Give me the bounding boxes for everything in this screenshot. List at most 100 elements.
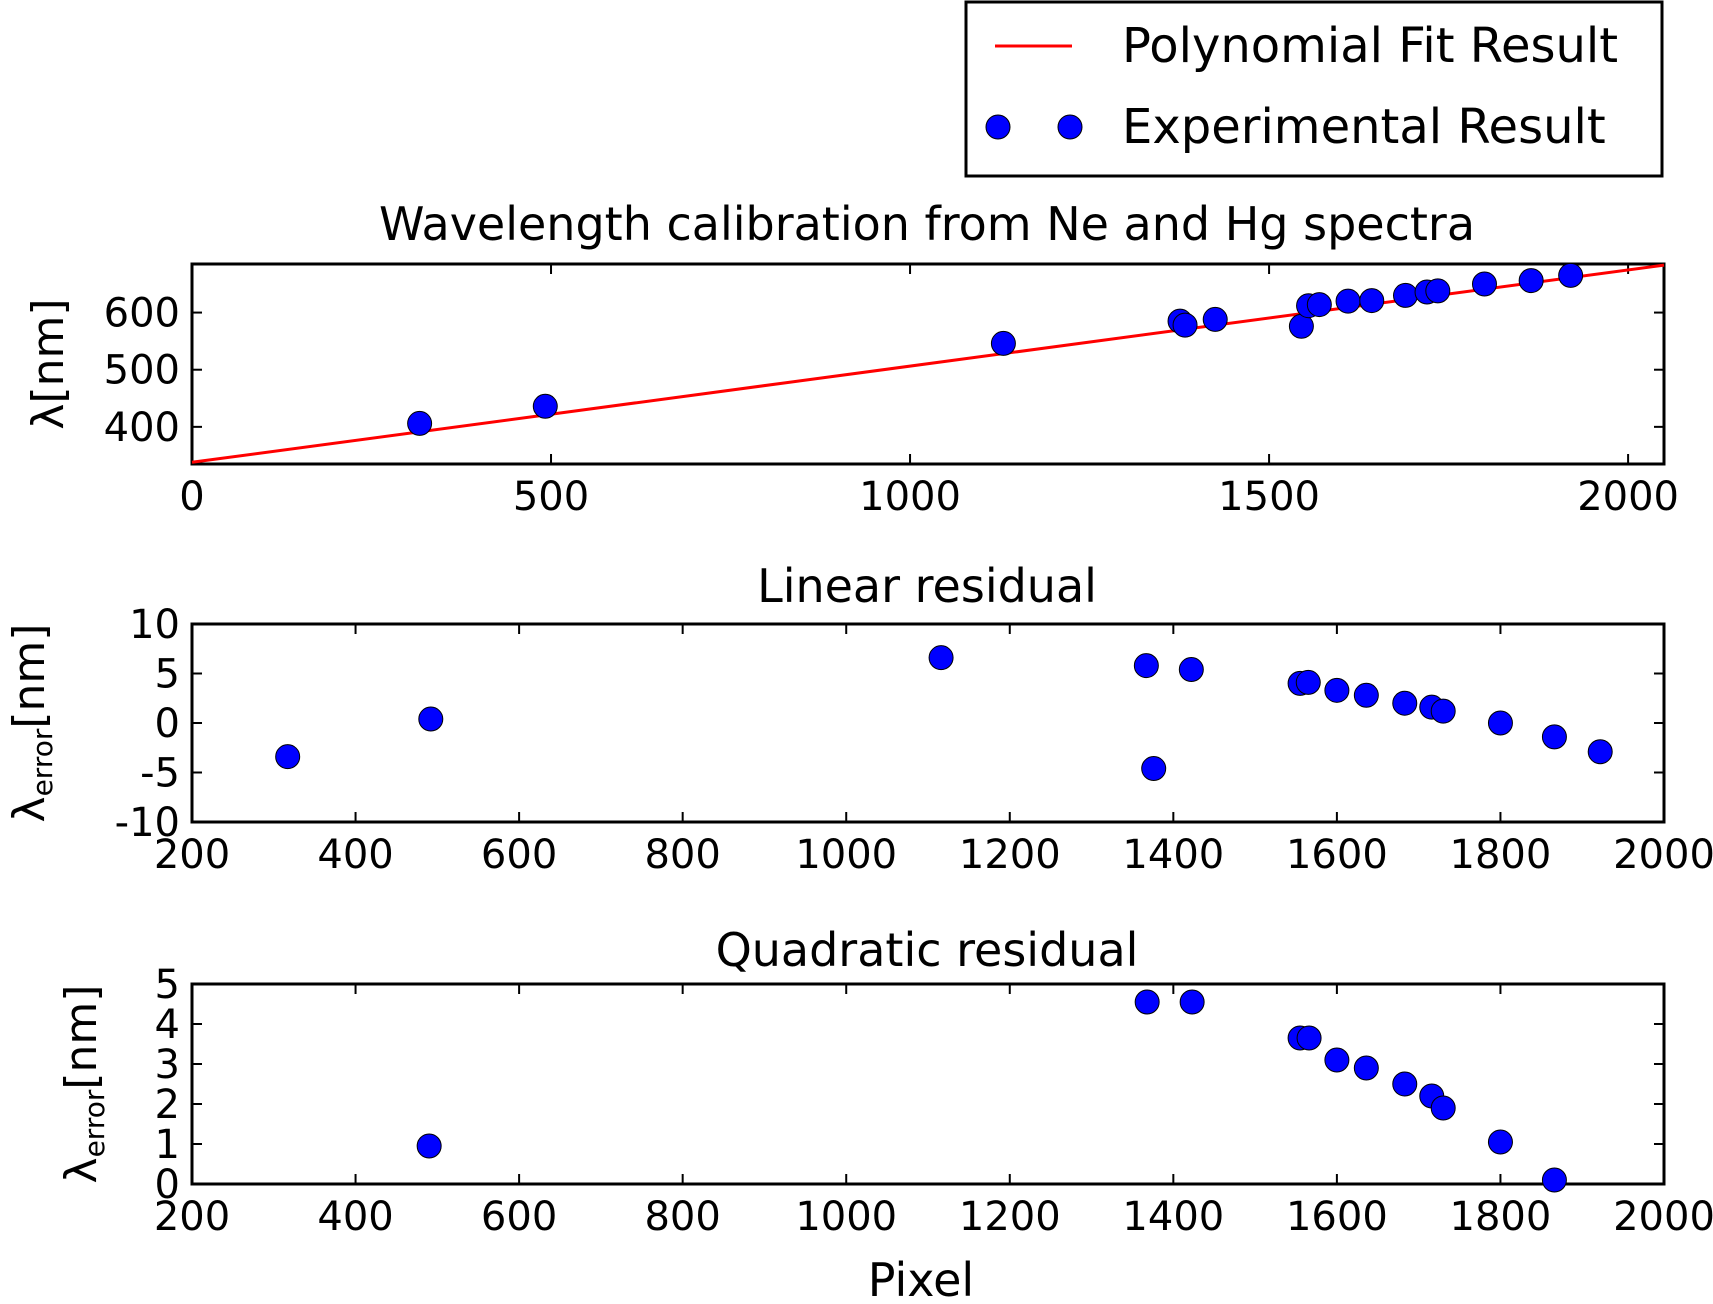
data-point (1487, 710, 1513, 736)
x-tick-label: 2000 (1613, 832, 1713, 878)
data-point (1541, 1167, 1567, 1193)
data-point (1134, 989, 1160, 1015)
data-point (1306, 292, 1332, 318)
data-point (1359, 288, 1385, 314)
legend: Polynomial Fit Result Experimental Resul… (964, 0, 1664, 178)
panel-2-ylabel-unit: [nm] (4, 624, 55, 729)
data-point (1296, 1025, 1322, 1051)
panel-3-ylabel: λerror[nm] (56, 985, 111, 1184)
x-tick-label: 800 (644, 1194, 720, 1240)
panel-3-data (416, 989, 1567, 1193)
data-point (1353, 1055, 1379, 1081)
y-tick-label: 4 (155, 1002, 180, 1048)
panel-1-ylabel: λ[nm] (23, 298, 74, 429)
x-tick-label: 1000 (795, 1194, 897, 1240)
panel-linear-residual: Linear residual 200 400 600 800 1000 1200 1400… (4, 559, 1713, 878)
panel-1-data (191, 262, 1665, 464)
data-point (407, 410, 433, 436)
x-tick-label: 600 (481, 1194, 557, 1240)
x-tick-label: 1600 (1286, 832, 1388, 878)
data-point (1324, 1047, 1350, 1073)
x-tick-label: 0 (179, 474, 204, 520)
data-point (1393, 282, 1419, 308)
x-tick-label: 1800 (1450, 1194, 1552, 1240)
y-tick-label: 10 (129, 602, 180, 648)
y-tick-label: 5 (155, 962, 180, 1008)
data-point (1202, 306, 1228, 332)
x-tick-label: 1200 (959, 832, 1061, 878)
y-tick-label: 500 (104, 348, 180, 394)
data-point (928, 645, 954, 671)
data-point (416, 1133, 442, 1159)
x-tick-label: 200 (154, 832, 230, 878)
data-point (1133, 653, 1159, 679)
panel-1-title: Wavelength calibration from Ne and Hg sp… (379, 197, 1475, 251)
panel-2-data (275, 645, 1613, 782)
data-point (1172, 312, 1198, 338)
data-point (1471, 271, 1497, 297)
panel-3-ylabel-sub: error (78, 1089, 111, 1157)
panel-1-ticks: 0 500 1000 1500 2000 400 500 600 (104, 264, 1679, 520)
y-tick-label: 0 (155, 701, 180, 747)
panel-2-ylabel-main: λ (4, 796, 55, 822)
data-point (1353, 682, 1379, 708)
data-point (1392, 1071, 1418, 1097)
x-tick-label: 1000 (795, 832, 897, 878)
x-tick-label: 1400 (1122, 832, 1224, 878)
legend-label-experimental: Experimental Result (1122, 99, 1606, 155)
panel-2-axes: 200 400 600 800 1000 1200 1400 1600 1800 2000 -10-… (115, 602, 1713, 878)
x-tick-label: 200 (154, 1194, 230, 1240)
data-point (1425, 278, 1451, 304)
data-point (1335, 288, 1361, 314)
panel-quadratic-residual: Quadratic residual 200 400 600 800 1000 1200 1… (56, 923, 1713, 1304)
data-point (1518, 268, 1544, 294)
panel-3-ylabel-main: λ (56, 1157, 107, 1183)
data-point (1587, 739, 1613, 765)
data-point (532, 393, 558, 419)
data-point (1392, 690, 1418, 716)
legend-dot-marker-2 (1057, 114, 1083, 140)
legend-dot-marker-1 (985, 114, 1011, 140)
y-tick-label: 400 (104, 405, 180, 451)
panel-2-title: Linear residual (757, 559, 1097, 613)
x-tick-label: 1400 (1122, 1194, 1224, 1240)
x-tick-label: 400 (317, 832, 393, 878)
y-tick-label: 600 (104, 291, 180, 337)
data-point (1295, 669, 1321, 695)
x-tick-label: 1800 (1450, 832, 1552, 878)
panel-2-ylabel: λerror[nm] (4, 624, 59, 823)
x-tick-label: 1000 (859, 474, 961, 520)
x-tick-label: 1500 (1218, 474, 1320, 520)
y-tick-label: 1 (155, 1122, 180, 1168)
x-tick-label: 1600 (1286, 1194, 1388, 1240)
panel-1-axes: 0 500 1000 1500 2000 400 500 600 (104, 262, 1679, 520)
y-tick-label: -5 (140, 751, 180, 797)
x-tick-label: 800 (644, 832, 720, 878)
x-tick-label: 1200 (959, 1194, 1061, 1240)
x-tick-label: 600 (481, 832, 557, 878)
x-tick-label: 500 (513, 474, 589, 520)
legend-frame (964, 0, 1664, 178)
data-point (418, 706, 444, 732)
panel-3-xlabel: Pixel (868, 1253, 974, 1304)
data-point (1558, 262, 1584, 288)
y-tick-label: 3 (155, 1042, 180, 1088)
data-point (1430, 698, 1456, 724)
x-tick-label: 2000 (1613, 1194, 1713, 1240)
y-tick-label: 2 (155, 1082, 180, 1128)
data-point (1141, 756, 1167, 782)
panel-3-frame (190, 982, 1666, 1186)
data-point (1487, 1129, 1513, 1155)
data-point (1179, 989, 1205, 1015)
panel-2-ylabel-sub: error (26, 728, 59, 796)
y-tick-label: 0 (155, 1162, 180, 1208)
data-point (1178, 657, 1204, 683)
panel-2-ticks: 200 400 600 800 1000 1200 1400 1600 1800 2000 -10-… (115, 602, 1713, 878)
x-tick-label: 400 (317, 1194, 393, 1240)
y-tick-label: 5 (155, 652, 180, 698)
panel-3-title: Quadratic residual (716, 923, 1139, 977)
panel-3-axes: 200 400 600 800 1000 1200 1400 1600 1800 2000 0123… (154, 962, 1713, 1240)
data-point (1324, 677, 1350, 703)
panel-wavelength-calibration: Wavelength calibration from Ne and Hg sp… (23, 197, 1679, 520)
